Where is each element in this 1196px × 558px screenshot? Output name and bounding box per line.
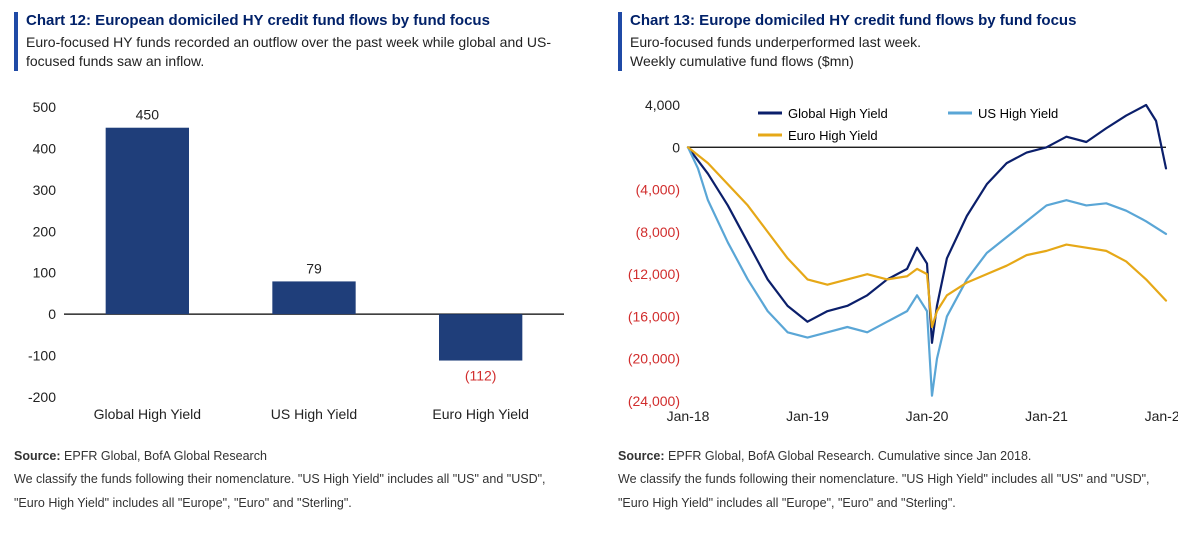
svg-text:Euro High Yield: Euro High Yield xyxy=(432,406,529,422)
svg-text:US High Yield: US High Yield xyxy=(271,406,357,422)
svg-text:0: 0 xyxy=(48,306,56,322)
svg-text:(112): (112) xyxy=(465,367,497,383)
svg-text:Jan-19: Jan-19 xyxy=(786,408,829,424)
svg-text:Jan-20: Jan-20 xyxy=(906,408,949,424)
line-chart-svg: 4,000 0 (4,000) (8,000) (12,000) (16,000) (20,… xyxy=(618,87,1178,427)
chart12-title: Chart 12: European domiciled HY credit f… xyxy=(26,12,578,31)
svg-text:79: 79 xyxy=(306,260,322,276)
svg-text:Jan-21: Jan-21 xyxy=(1025,408,1068,424)
chart12-subtitle: Euro-focused HY funds recorded an outflo… xyxy=(26,33,578,71)
chart13-source: Source: EPFR Global, BofA Global Researc… xyxy=(618,445,1182,516)
chart13-title: Chart 13: Europe domiciled HY credit fun… xyxy=(630,12,1182,31)
chart12-plot: -200 -100 0 100 200 300 400 500 450 Global High Y… xyxy=(14,87,578,427)
svg-text:300: 300 xyxy=(33,181,57,197)
chart12-panel: Chart 12: European domiciled HY credit f… xyxy=(14,12,578,516)
svg-text:(20,000): (20,000) xyxy=(628,350,680,366)
svg-text:0: 0 xyxy=(672,139,680,155)
svg-text:Jan-22: Jan-22 xyxy=(1145,408,1178,424)
svg-text:450: 450 xyxy=(136,106,160,122)
svg-text:(8,000): (8,000) xyxy=(636,223,680,239)
svg-text:US High Yield: US High Yield xyxy=(978,106,1058,121)
svg-text:Global High Yield: Global High Yield xyxy=(94,406,201,422)
svg-text:500: 500 xyxy=(33,99,57,115)
chart13-subtitle: Euro-focused funds underperformed last w… xyxy=(630,33,1182,71)
svg-text:(24,000): (24,000) xyxy=(628,393,680,409)
svg-text:400: 400 xyxy=(33,140,57,156)
svg-text:-200: -200 xyxy=(28,389,56,405)
svg-text:Euro High Yield: Euro High Yield xyxy=(788,128,878,143)
accent-bar xyxy=(618,12,622,71)
svg-text:-100: -100 xyxy=(28,347,56,363)
svg-text:100: 100 xyxy=(33,264,57,280)
svg-text:Jan-18: Jan-18 xyxy=(667,408,710,424)
chart12-source: Source: EPFR Global, BofA Global Researc… xyxy=(14,445,578,516)
svg-text:(16,000): (16,000) xyxy=(628,308,680,324)
chart13-plot: 4,000 0 (4,000) (8,000) (12,000) (16,000) (20,… xyxy=(618,87,1182,427)
bar-chart-svg: -200 -100 0 100 200 300 400 500 450 Global High Y… xyxy=(14,87,574,427)
accent-bar xyxy=(14,12,18,71)
svg-text:(12,000): (12,000) xyxy=(628,266,680,282)
svg-text:200: 200 xyxy=(33,223,57,239)
svg-text:Global High Yield: Global High Yield xyxy=(788,106,888,121)
chart13-panel: Chart 13: Europe domiciled HY credit fun… xyxy=(618,12,1182,516)
svg-text:(4,000): (4,000) xyxy=(636,181,680,197)
svg-text:4,000: 4,000 xyxy=(645,97,680,113)
